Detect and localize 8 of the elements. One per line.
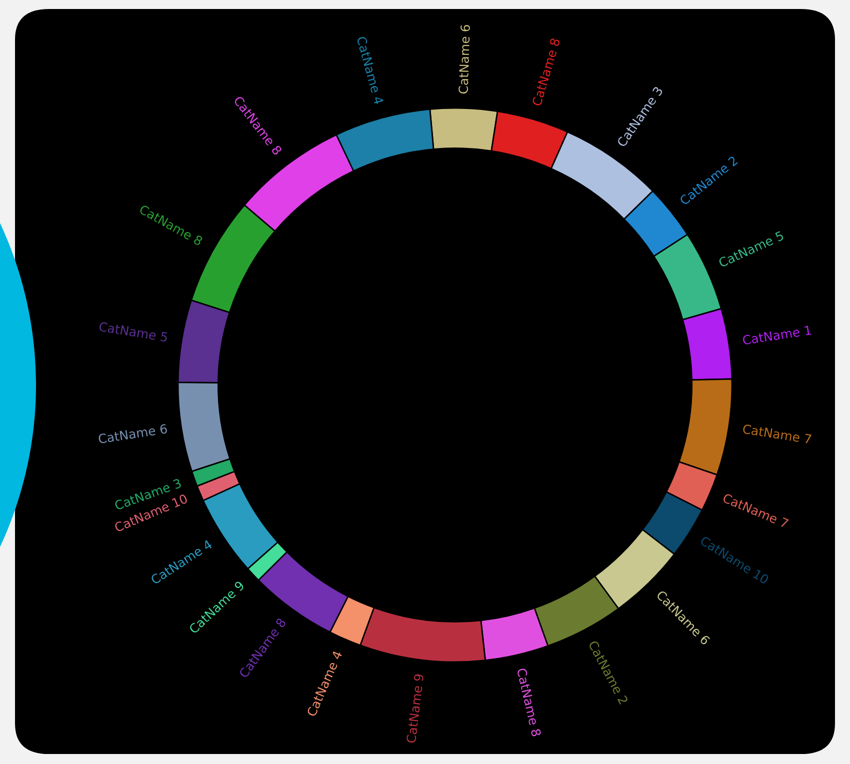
slice-label: CatName 6 [458, 24, 470, 94]
slice-label: CatName 5 [98, 322, 168, 342]
slice-label: CatName 4 [356, 36, 384, 105]
slice-label: CatName 7 [742, 424, 812, 444]
slice-label: CatName 8 [516, 668, 542, 737]
slice-label: CatName 9 [406, 674, 424, 744]
slice-label: CatName 6 [98, 424, 168, 444]
slice-label: CatName 1 [742, 325, 812, 345]
